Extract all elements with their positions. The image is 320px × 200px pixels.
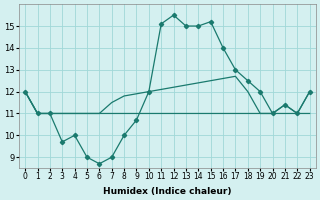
X-axis label: Humidex (Indice chaleur): Humidex (Indice chaleur) bbox=[103, 187, 232, 196]
